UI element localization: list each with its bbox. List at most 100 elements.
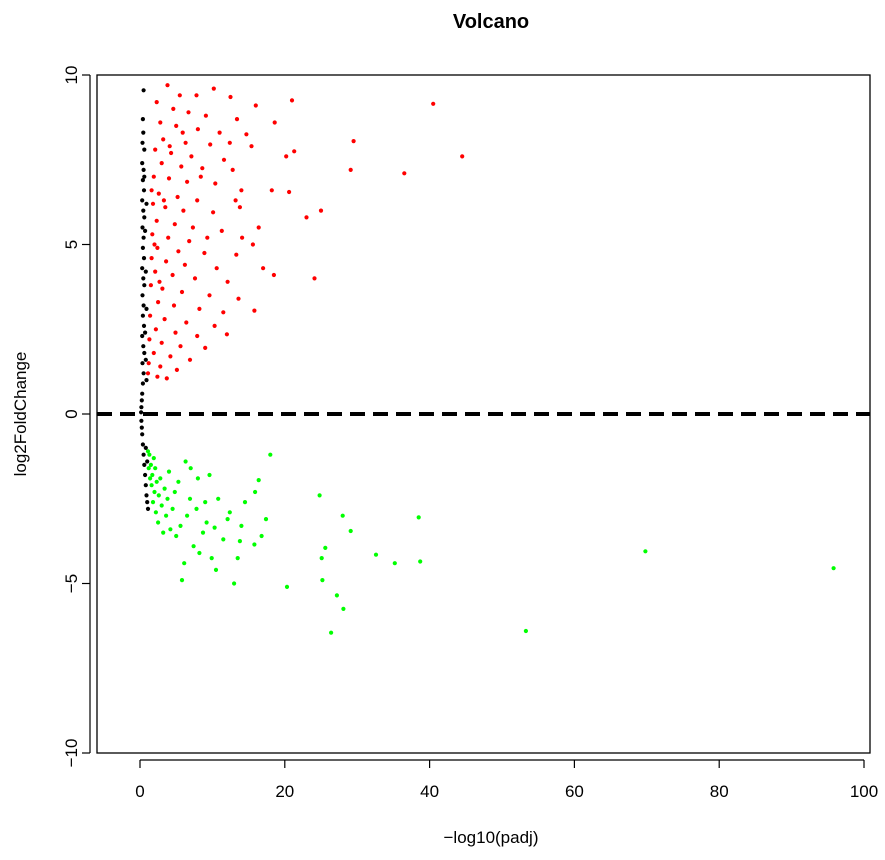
- data-point: [149, 483, 154, 488]
- data-point: [203, 345, 208, 350]
- data-point: [197, 550, 202, 556]
- data-point: [190, 225, 195, 230]
- data-point: [143, 269, 148, 274]
- y-tick-label: 5: [62, 240, 81, 249]
- data-point: [142, 174, 147, 179]
- data-point: [216, 496, 221, 501]
- data-point: [211, 210, 216, 215]
- data-point: [187, 239, 192, 244]
- data-point: [287, 189, 292, 195]
- data-point: [164, 259, 169, 264]
- data-point: [185, 179, 190, 184]
- data-point: [208, 142, 213, 147]
- data-point: [183, 140, 188, 145]
- data-point: [154, 100, 159, 105]
- data-point: [147, 452, 152, 457]
- data-point: [334, 593, 339, 598]
- data-point: [148, 476, 153, 481]
- data-point: [188, 466, 193, 471]
- data-point: [165, 496, 170, 501]
- data-point: [162, 317, 167, 322]
- data-point: [154, 218, 159, 223]
- data-point: [318, 208, 324, 213]
- data-point: [831, 566, 836, 571]
- data-point: [161, 530, 166, 535]
- data-point: [204, 520, 209, 525]
- data-point: [141, 130, 146, 135]
- y-tick-label: 0: [62, 409, 81, 418]
- data-point: [235, 556, 240, 561]
- data-point: [198, 174, 203, 179]
- data-point: [151, 174, 156, 179]
- data-point: [146, 466, 151, 471]
- data-point: [207, 472, 212, 478]
- data-point: [329, 630, 334, 635]
- data-point: [140, 266, 145, 271]
- data-point: [171, 106, 176, 111]
- data-point: [140, 442, 145, 447]
- data-point: [144, 306, 149, 311]
- data-point: [392, 561, 397, 566]
- data-point: [153, 269, 158, 274]
- y-axis: −10 −5 0 5 10: [62, 66, 91, 767]
- data-point: [141, 323, 147, 328]
- data-point: [141, 188, 147, 193]
- data-point: [284, 584, 290, 590]
- data-point: [144, 493, 149, 498]
- data-point: [141, 235, 146, 240]
- data-point: [181, 208, 186, 213]
- data-point: [184, 320, 189, 325]
- data-point: [150, 500, 156, 505]
- data-point: [153, 147, 158, 152]
- data-point: [148, 283, 153, 288]
- data-point: [431, 101, 436, 106]
- data-point: [373, 552, 379, 557]
- data-point: [162, 486, 167, 491]
- data-point: [192, 276, 198, 281]
- data-point: [212, 525, 217, 530]
- data-point: [143, 483, 148, 488]
- data-point: [351, 139, 356, 144]
- data-point: [161, 198, 166, 203]
- data-point: [140, 117, 145, 122]
- data-point: [195, 333, 200, 339]
- data-point: [157, 279, 162, 284]
- x-tick-label: 80: [710, 782, 729, 801]
- data-point: [228, 94, 233, 100]
- data-point: [178, 523, 183, 529]
- data-point: [155, 374, 160, 379]
- data-point: [292, 149, 297, 154]
- data-point: [194, 93, 199, 98]
- data-point: [211, 86, 216, 91]
- data-point: [227, 140, 232, 145]
- data-point: [348, 167, 353, 172]
- data-point: [154, 479, 159, 484]
- data-point: [244, 132, 249, 137]
- data-point: [142, 350, 147, 356]
- data-point: [159, 503, 164, 508]
- data-point: [152, 489, 157, 495]
- data-point: [197, 306, 202, 311]
- data-point: [150, 472, 155, 478]
- data-point: [213, 567, 219, 573]
- data-point: [140, 161, 145, 166]
- data-point: [213, 181, 218, 186]
- data-point: [141, 208, 146, 213]
- data-point: [182, 561, 187, 566]
- data-point: [643, 549, 648, 554]
- data-point: [252, 308, 257, 313]
- data-point: [256, 225, 261, 230]
- data-point: [156, 493, 161, 498]
- x-tick-label: 40: [420, 782, 439, 801]
- data-point: [145, 449, 151, 454]
- data-point: [140, 245, 145, 250]
- data-point: [179, 164, 184, 169]
- data-point: [150, 232, 155, 237]
- data-point: [348, 528, 353, 534]
- data-point: [239, 523, 244, 529]
- data-point: [187, 496, 193, 501]
- data-point: [212, 323, 217, 328]
- data-point: [144, 378, 149, 383]
- data-point: [304, 215, 309, 220]
